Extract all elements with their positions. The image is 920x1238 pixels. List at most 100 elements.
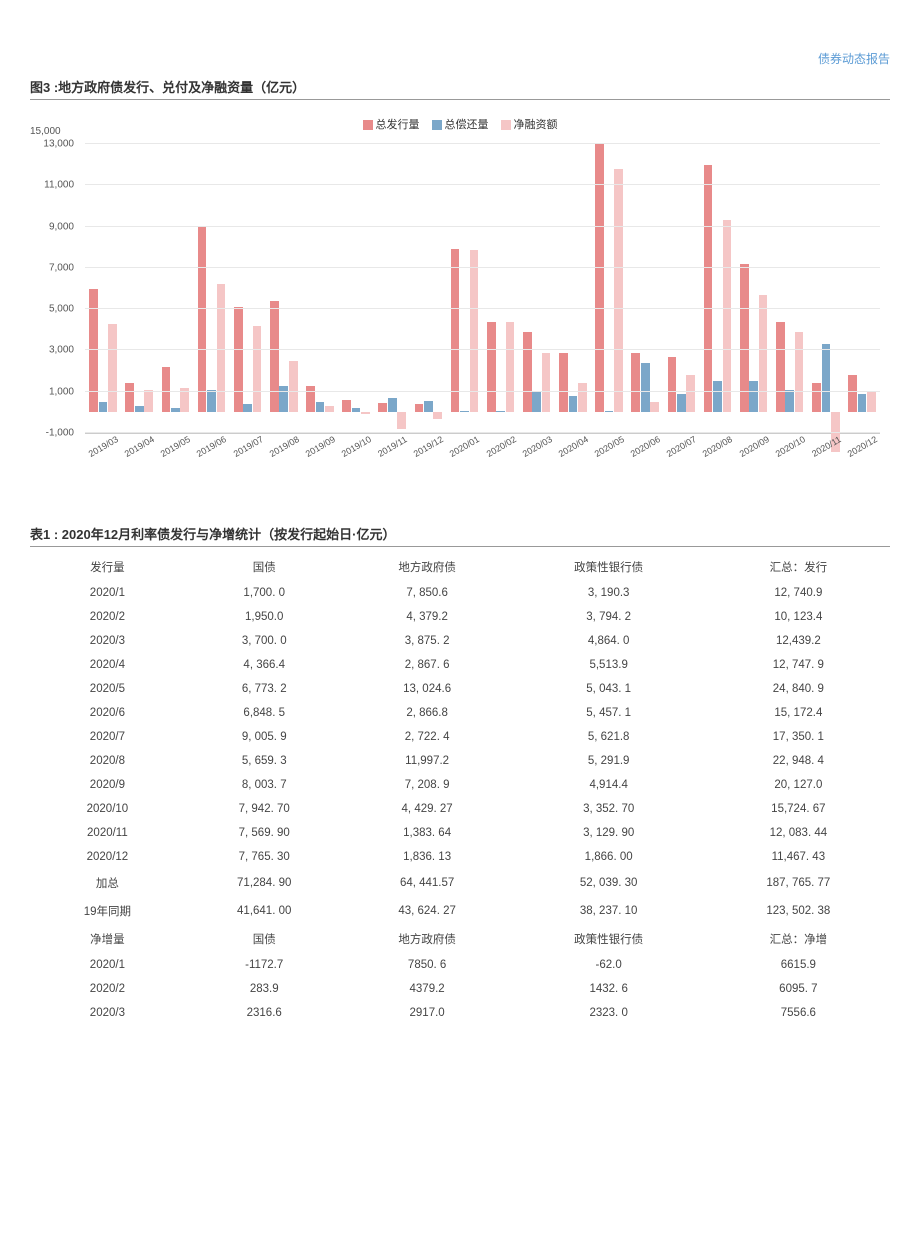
- table-cell: 1432. 6: [511, 977, 707, 1001]
- bar: [496, 411, 505, 412]
- bar: [99, 402, 108, 412]
- table-cell: 4, 379.2: [344, 605, 511, 629]
- table-cell: 187, 765. 77: [707, 869, 890, 897]
- table-cell: 4,914.4: [511, 773, 707, 797]
- table-cell: 4,864. 0: [511, 629, 707, 653]
- table-cell: 净增量: [30, 925, 185, 953]
- bar: [253, 326, 262, 413]
- y-tick: 7,000: [49, 262, 74, 273]
- table-row: 2020/32316.62917.02323. 07556.6: [30, 1001, 890, 1025]
- bar-group: [121, 144, 157, 433]
- chart-plot: 15,000 -1,0001,0003,0005,0007,0009,00011…: [85, 144, 880, 434]
- table-row: 2020/1-1172.77850. 6-62.06615.9: [30, 953, 890, 977]
- bar: [542, 353, 551, 413]
- table-cell: 1,383. 64: [344, 821, 511, 845]
- table-cell: 1,836. 13: [344, 845, 511, 869]
- table-cell: 3, 190.3: [511, 581, 707, 605]
- x-axis: 2019/032019/042019/052019/062019/072019/…: [85, 434, 880, 474]
- y-tick: 11,000: [44, 180, 74, 191]
- table-cell: 7556.6: [707, 1001, 890, 1025]
- bar: [108, 324, 117, 413]
- table-cell: 6615.9: [707, 953, 890, 977]
- bar: [279, 386, 288, 413]
- bar: [470, 250, 479, 412]
- bar-group: [555, 144, 591, 433]
- bar: [749, 381, 758, 412]
- gridline: [85, 226, 880, 227]
- y-axis: -1,0001,0003,0005,0007,0009,00011,00013,…: [30, 144, 80, 433]
- table-cell: 3, 794. 2: [511, 605, 707, 629]
- bar: [795, 332, 804, 413]
- table-row: 2020/33, 700. 03, 875. 24,864. 012,439.2: [30, 629, 890, 653]
- bar: [198, 227, 207, 413]
- gridline: [85, 267, 880, 268]
- bar: [415, 404, 424, 412]
- table-cell: 汇总：发行: [707, 553, 890, 581]
- table-cell: 13, 024.6: [344, 677, 511, 701]
- table-cell: 283.9: [185, 977, 344, 1001]
- table-row: 2020/66,848. 52, 866.85, 457. 115, 172.4: [30, 701, 890, 725]
- table-cell: 2020/8: [30, 749, 185, 773]
- table-cell: 2020/3: [30, 1001, 185, 1025]
- table-cell: 43, 624. 27: [344, 897, 511, 925]
- legend-item: 净融资额: [501, 116, 558, 132]
- table-cell: 国债: [185, 553, 344, 581]
- table-cell: 2020/9: [30, 773, 185, 797]
- table-cell: 12, 740.9: [707, 581, 890, 605]
- legend-swatch: [501, 120, 511, 130]
- gridline: [85, 432, 880, 433]
- table-cell: 2323. 0: [511, 1001, 707, 1025]
- table-cell: 24, 840. 9: [707, 677, 890, 701]
- table-cell: 9, 005. 9: [185, 725, 344, 749]
- table-cell: 2020/12: [30, 845, 185, 869]
- table-cell: 发行量: [30, 553, 185, 581]
- gridline: [85, 184, 880, 185]
- table-title: 表1 : 2020年12月利率债发行与净增统计（按发行起始日·亿元）: [30, 524, 890, 547]
- bar: [171, 408, 180, 412]
- table-container: 发行量国债地方政府债政策性银行债汇总：发行2020/11,700. 07, 85…: [30, 553, 890, 1025]
- bar: [867, 392, 876, 413]
- table-cell: 71,284. 90: [185, 869, 344, 897]
- bar: [532, 392, 541, 413]
- data-table: 发行量国债地方政府债政策性银行债汇总：发行2020/11,700. 07, 85…: [30, 553, 890, 1025]
- table-cell: 15,724. 67: [707, 797, 890, 821]
- bar: [207, 390, 216, 413]
- y-tick: 3,000: [49, 345, 74, 356]
- table-row: 2020/107, 942. 704, 429. 273, 352. 7015,…: [30, 797, 890, 821]
- table-cell: 3, 700. 0: [185, 629, 344, 653]
- bar: [306, 386, 315, 413]
- bar: [217, 284, 226, 412]
- table-cell: 2, 722. 4: [344, 725, 511, 749]
- y-tick: 9,000: [49, 221, 74, 232]
- bar-group: [266, 144, 302, 433]
- table-cell: 2917.0: [344, 1001, 511, 1025]
- table-cell: 2020/2: [30, 605, 185, 629]
- bar-group: [157, 144, 193, 433]
- bar: [424, 401, 433, 412]
- table-cell: 5, 291.9: [511, 749, 707, 773]
- bar: [641, 363, 650, 413]
- bar: [614, 169, 623, 413]
- y-tick: 5,000: [49, 304, 74, 315]
- bar: [523, 332, 532, 413]
- legend-swatch: [432, 120, 442, 130]
- table-cell: -1172.7: [185, 953, 344, 977]
- bar: [460, 411, 469, 412]
- bar: [378, 403, 387, 412]
- table-cell: 1,700. 0: [185, 581, 344, 605]
- bar-group: [483, 144, 519, 433]
- bar: [125, 383, 134, 412]
- table-cell: 3, 129. 90: [511, 821, 707, 845]
- table-row: 2020/21,950.04, 379.23, 794. 210, 123.4: [30, 605, 890, 629]
- table-cell: 7, 850.6: [344, 581, 511, 605]
- table-cell: 3, 352. 70: [511, 797, 707, 821]
- gridline: [85, 308, 880, 309]
- bar-group: [374, 144, 410, 433]
- table-cell: 6095. 7: [707, 977, 890, 1001]
- bar: [234, 307, 243, 412]
- table-cell: 15, 172.4: [707, 701, 890, 725]
- bar: [713, 381, 722, 412]
- table-cell: 7, 569. 90: [185, 821, 344, 845]
- bar-group: [446, 144, 482, 433]
- bar: [723, 220, 732, 412]
